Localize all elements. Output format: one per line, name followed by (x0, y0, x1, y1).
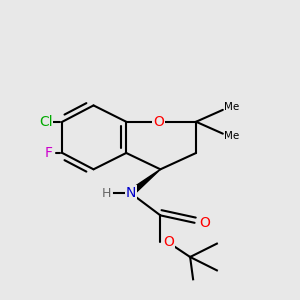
Text: Me: Me (224, 103, 240, 112)
Text: O: O (199, 216, 210, 230)
Text: F: F (45, 146, 53, 160)
Text: N: N (125, 186, 136, 200)
Text: Cl: Cl (39, 115, 53, 129)
Text: O: O (154, 115, 164, 129)
Text: Me: Me (224, 131, 240, 141)
Text: H: H (102, 187, 112, 200)
Polygon shape (129, 169, 160, 196)
Text: O: O (164, 235, 174, 249)
